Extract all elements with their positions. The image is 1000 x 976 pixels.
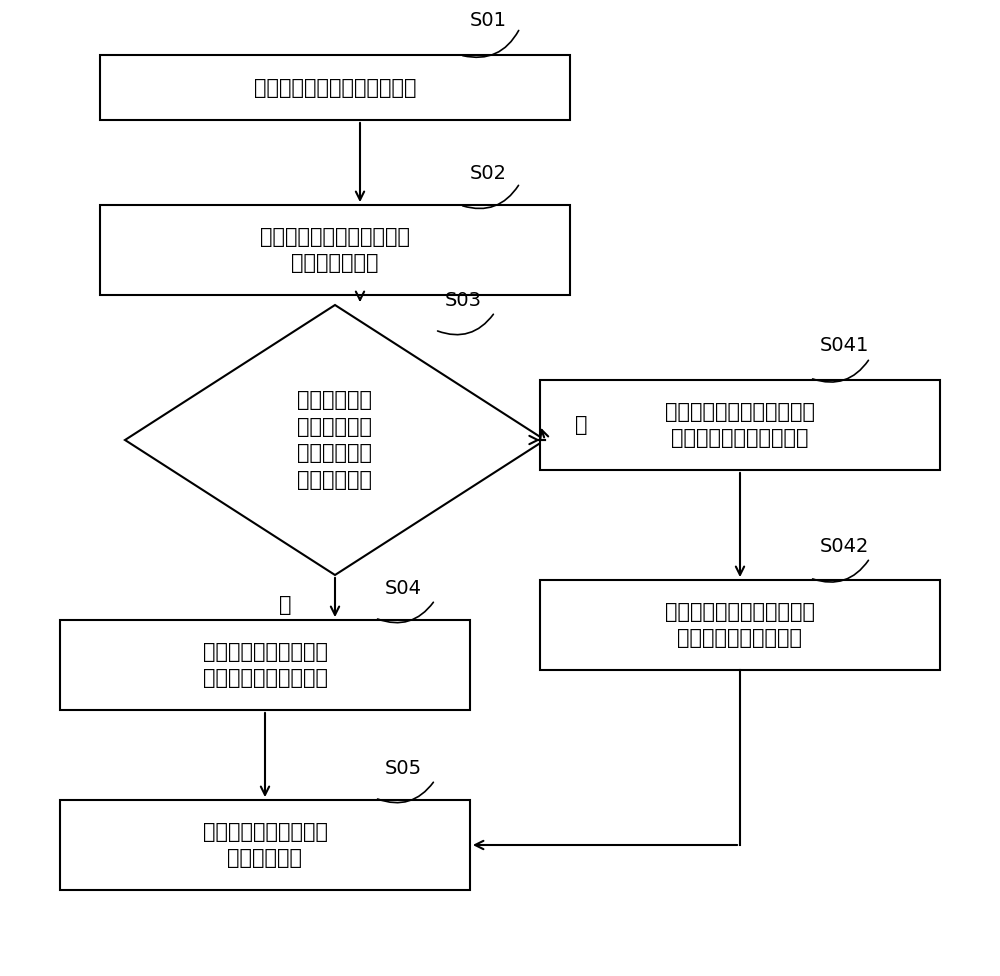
Bar — [60, 800, 470, 890]
Text: S04: S04 — [385, 579, 422, 598]
Text: 是: 是 — [279, 595, 291, 615]
Text: S02: S02 — [470, 164, 507, 183]
Polygon shape — [125, 305, 545, 575]
Text: 待驱动频率上升至一预设频
率值，开始降低驱动频率: 待驱动频率上升至一预设频 率值，开始降低驱动频率 — [665, 402, 815, 448]
Bar — [100, 55, 570, 120]
Bar — [540, 380, 940, 470]
Text: 利用控制单元控制驱动频率
以先行方式增加: 利用控制单元控制驱动频率 以先行方式增加 — [260, 226, 410, 273]
Text: 控制驱动信号的驱动频率为零: 控制驱动信号的驱动频率为零 — [254, 77, 416, 98]
Bar — [540, 580, 940, 670]
Text: 检测储能单元
的一端电压差
是否上升至一
预设电压值？: 检测储能单元 的一端电压差 是否上升至一 预设电压值？ — [298, 390, 372, 490]
Bar — [100, 205, 570, 295]
Text: S03: S03 — [445, 291, 482, 310]
Text: S041: S041 — [820, 336, 869, 355]
Text: 调整驱动信号以使端电
压差保持于预设电压值: 调整驱动信号以使端电 压差保持于预设电压值 — [202, 642, 328, 688]
Text: 持续降低驱动频率，以
控制马达减速: 持续降低驱动频率，以 控制马达减速 — [202, 822, 328, 869]
Text: S042: S042 — [820, 537, 869, 556]
Text: 调整驱动信号，以使端电压
差保持于一当前电压值: 调整驱动信号，以使端电压 差保持于一当前电压值 — [665, 602, 815, 648]
Bar — [60, 620, 470, 710]
Text: S01: S01 — [470, 11, 507, 30]
Text: S05: S05 — [385, 759, 422, 778]
Text: 否: 否 — [575, 415, 588, 435]
